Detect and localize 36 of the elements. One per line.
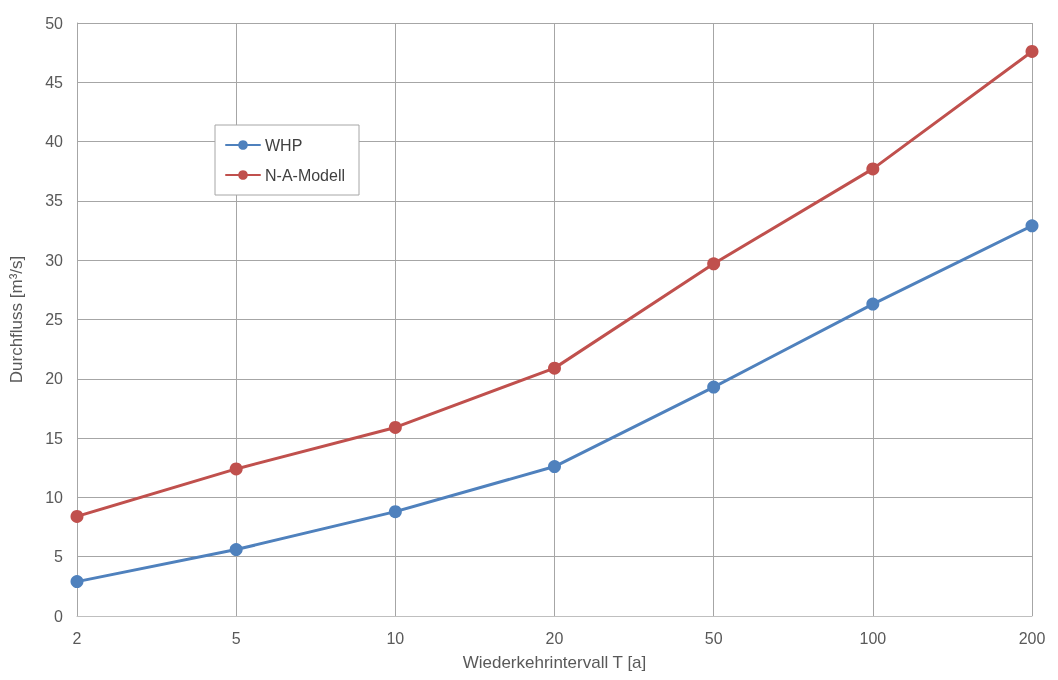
y-tick-label: 30 — [45, 251, 64, 269]
point — [388, 505, 402, 519]
point — [229, 462, 243, 476]
point — [388, 420, 402, 434]
y-tick-label: 25 — [45, 311, 64, 328]
y-tick-label: 40 — [45, 133, 64, 151]
y-tick-label: 0 — [54, 607, 64, 625]
y-tick-label: 50 — [45, 14, 64, 32]
x-tick-label: 200 — [1018, 629, 1046, 647]
y-tick-label: 35 — [45, 192, 64, 210]
x-tick-label: 10 — [386, 629, 405, 647]
point — [866, 162, 880, 176]
x-tick-label: 20 — [545, 629, 564, 647]
y-tick-label: 45 — [45, 73, 64, 91]
x-axis-title: Wiederkehrintervall T [a] — [462, 653, 647, 672]
x-tick-label: 100 — [859, 629, 887, 647]
point — [229, 543, 243, 557]
x-tick-label: 2 — [72, 629, 82, 647]
point — [1025, 219, 1039, 233]
y-tick-label: 20 — [45, 370, 64, 388]
point — [70, 509, 84, 523]
x-tick-label: 50 — [704, 629, 723, 647]
point — [707, 380, 721, 394]
point — [70, 575, 84, 589]
legend-label: WHP — [265, 136, 303, 154]
y-tick-label: 15 — [45, 429, 64, 447]
y-tick-label: 5 — [54, 548, 64, 566]
point — [548, 460, 561, 474]
y-axis-title: Durchfluss [m³/s] — [7, 255, 26, 384]
point — [707, 257, 721, 271]
x-tick-label: 5 — [231, 629, 241, 647]
point — [1025, 44, 1039, 58]
y-tick-label: 10 — [45, 488, 64, 506]
point — [866, 297, 880, 311]
legend-label: N-A-Modell — [265, 166, 346, 184]
point — [548, 361, 561, 375]
